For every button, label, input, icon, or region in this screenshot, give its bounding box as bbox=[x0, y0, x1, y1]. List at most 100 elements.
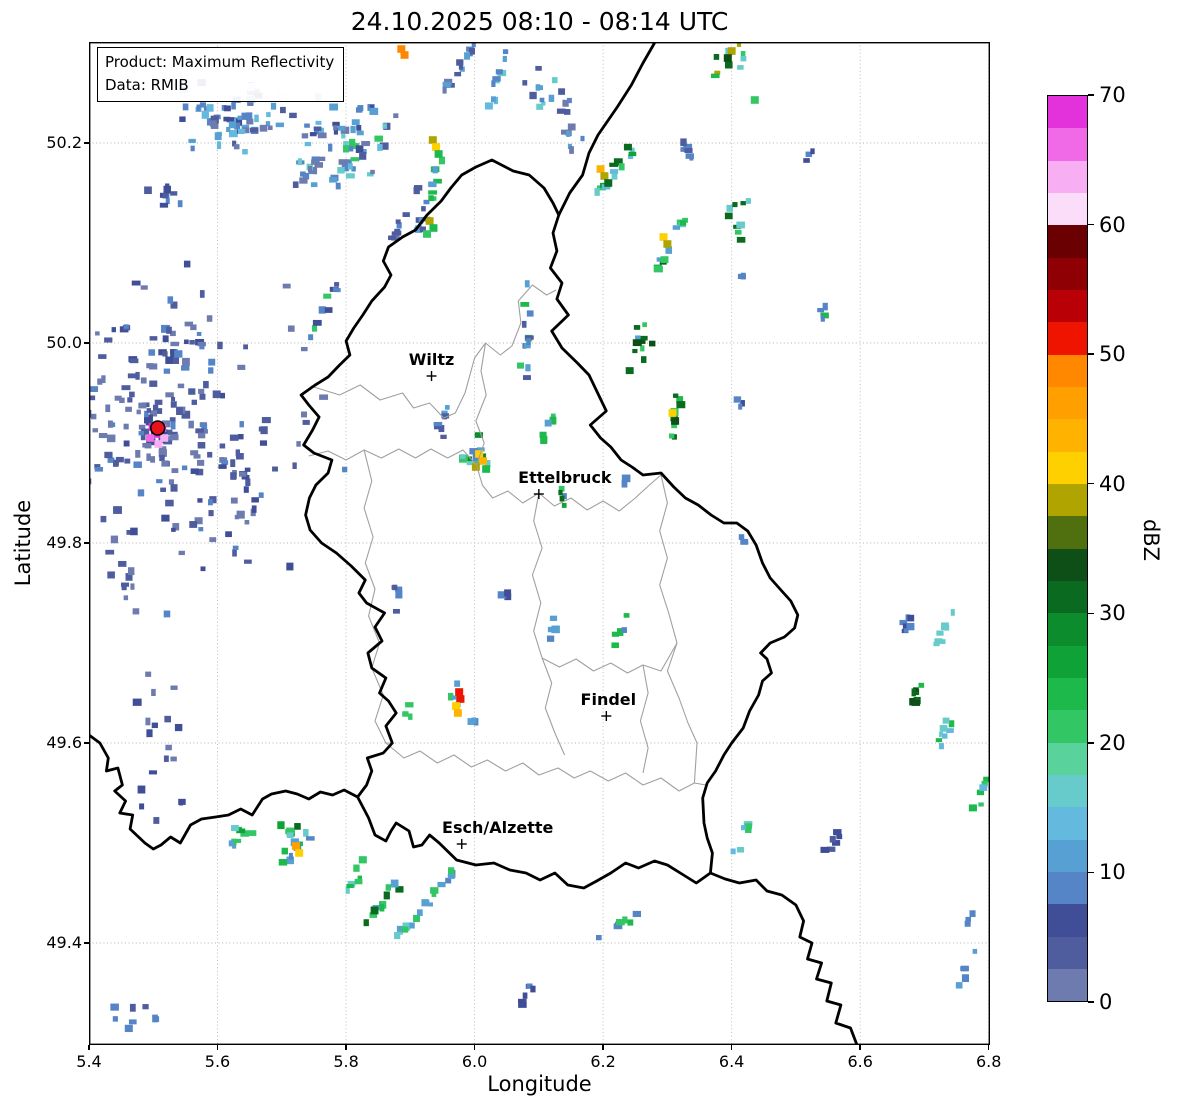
colorbar-tick bbox=[1088, 94, 1094, 96]
radar-echo-pixel bbox=[140, 285, 148, 290]
radar-echo-pixel bbox=[517, 362, 525, 369]
radar-echo-cell bbox=[455, 688, 464, 696]
radar-echo-pixel bbox=[138, 424, 146, 430]
radar-echo-pixel bbox=[159, 454, 165, 462]
radar-echo-pixel bbox=[522, 992, 528, 999]
radar-echo-cell bbox=[432, 143, 441, 151]
radar-echo-pixel bbox=[423, 199, 430, 205]
radar-echo-pixel bbox=[206, 104, 214, 112]
radar-echo-pixel bbox=[613, 923, 623, 930]
radar-echo-pixel bbox=[495, 69, 503, 75]
radar-echo-pixel bbox=[737, 65, 744, 70]
radar-echo-pixel bbox=[243, 486, 249, 493]
radar-echo-pixel bbox=[541, 101, 546, 106]
radar-echo-pixel bbox=[965, 916, 972, 922]
radar-echo-pixel bbox=[817, 307, 824, 313]
colorbar-tick-label: 30 bbox=[1099, 601, 1126, 626]
radar-echo-pixel bbox=[167, 296, 174, 304]
district-border-line bbox=[531, 492, 566, 756]
radar-echo-pixel bbox=[242, 127, 250, 134]
radar-echo-pixel bbox=[128, 1019, 137, 1025]
radar-echo-cell bbox=[453, 709, 462, 717]
radar-echo-pixel bbox=[305, 836, 315, 841]
radar-echo-pixel bbox=[250, 127, 259, 133]
radar-echo-pixel bbox=[235, 449, 240, 457]
radar-echo-pixel bbox=[138, 430, 145, 436]
radar-echo-pixel bbox=[177, 200, 183, 208]
radar-echo-pixel bbox=[113, 459, 119, 466]
radar-echo-pixel bbox=[245, 112, 253, 120]
district-border-line bbox=[659, 474, 698, 784]
radar-echo-pixel bbox=[567, 123, 576, 131]
radar-echo-pixel bbox=[333, 125, 338, 131]
radar-echo-pixel bbox=[730, 848, 736, 855]
radar-echo-pixel bbox=[745, 198, 752, 204]
city-label-wiltz: Wiltz bbox=[409, 350, 455, 369]
radar-echo-pixel bbox=[526, 310, 534, 317]
radar-echo-pixel bbox=[621, 627, 627, 633]
radar-echo-pixel bbox=[193, 454, 201, 459]
radar-echo-pixel bbox=[558, 485, 565, 492]
radar-echo-pixel bbox=[123, 440, 130, 447]
radar-echo-pixel bbox=[161, 420, 171, 428]
radar-echo-pixel bbox=[914, 688, 920, 696]
district-borders bbox=[308, 284, 706, 792]
radar-echo-pixel bbox=[159, 446, 167, 451]
x-axis-tick bbox=[216, 1045, 219, 1050]
radar-echo-pixel bbox=[740, 201, 746, 206]
radar-echo-pixel bbox=[115, 456, 124, 463]
radar-echo-pixel bbox=[630, 147, 635, 156]
radar-echo-pixel bbox=[544, 419, 552, 427]
radar-echo-pixel bbox=[805, 151, 813, 158]
radar-echo-pixel bbox=[676, 396, 684, 404]
radar-echo-cell bbox=[456, 695, 465, 703]
radar-echo-pixel bbox=[471, 717, 477, 724]
radar-echo-pixel bbox=[621, 480, 628, 488]
radar-echo-pixel bbox=[136, 409, 141, 415]
radar-echo-pixel bbox=[133, 461, 142, 468]
colorbar-tick-label: 70 bbox=[1099, 83, 1126, 107]
colorbar-band bbox=[1048, 677, 1087, 711]
radar-echo-pixel bbox=[140, 428, 150, 435]
radar-echo-pixel bbox=[981, 780, 988, 787]
radar-echo-pixel bbox=[323, 293, 332, 299]
radar-echo-pixel bbox=[907, 614, 915, 622]
radar-echo-pixel bbox=[632, 348, 638, 354]
y-axis-tick-label: 49.8 bbox=[46, 533, 82, 552]
radar-echo-pixel bbox=[232, 844, 237, 849]
radar-echo-pixel bbox=[332, 287, 338, 292]
radar-echo-pixel bbox=[199, 102, 206, 108]
radar-echo-pixel bbox=[497, 591, 507, 599]
radar-echo-pixel bbox=[335, 288, 341, 293]
radar-echo-pixel bbox=[736, 236, 746, 243]
radar-echo-pixel bbox=[112, 1016, 118, 1022]
district-border-line bbox=[475, 342, 487, 466]
radar-echo-pixel bbox=[178, 550, 185, 556]
radar-echo-pixel bbox=[822, 302, 828, 311]
radar-echo-pixel bbox=[189, 340, 195, 345]
radar-echo-pixel bbox=[308, 167, 317, 175]
city-label-eschalzette: Esch/Alzette bbox=[442, 818, 554, 837]
radar-echo-pixel bbox=[413, 186, 420, 195]
radar-echo-pixel bbox=[832, 840, 841, 846]
radar-echo-pixel bbox=[110, 535, 119, 544]
radar-echo-pixel bbox=[100, 515, 107, 523]
radar-echo-pixel bbox=[267, 125, 273, 131]
radar-echo-pixel bbox=[580, 135, 585, 142]
radar-echo-pixel bbox=[827, 846, 836, 852]
radar-echo-pixel bbox=[464, 52, 471, 60]
radar-echo-pixel bbox=[162, 335, 169, 343]
radar-echo-pixel bbox=[518, 1002, 527, 1008]
radar-echo-pixel bbox=[485, 459, 491, 468]
colorbar bbox=[1047, 95, 1088, 1002]
radar-echo-pixel bbox=[201, 110, 209, 119]
radar-echo-pixel bbox=[623, 143, 632, 151]
radar-echo-pixel bbox=[226, 117, 236, 123]
radar-echo-pixel bbox=[148, 770, 158, 775]
radar-echo-pixel bbox=[829, 836, 836, 843]
radar-echo-pixel bbox=[142, 1004, 149, 1010]
radar-echo-pixel bbox=[744, 825, 752, 833]
radar-echo-pixel bbox=[195, 428, 205, 434]
gridlines bbox=[89, 42, 990, 1045]
radar-echo-pixel bbox=[152, 404, 159, 411]
